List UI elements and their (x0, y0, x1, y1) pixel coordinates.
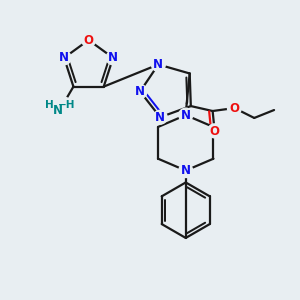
Circle shape (179, 108, 193, 122)
Circle shape (82, 33, 95, 47)
Text: −H: −H (58, 100, 75, 110)
Circle shape (179, 164, 193, 178)
Circle shape (50, 97, 74, 120)
Text: O: O (230, 101, 239, 115)
Circle shape (208, 124, 221, 138)
Text: N: N (181, 109, 191, 122)
Circle shape (227, 101, 242, 115)
Text: N: N (181, 164, 191, 177)
Text: N: N (108, 51, 118, 64)
Circle shape (153, 110, 167, 124)
Text: H: H (45, 100, 54, 110)
Text: N: N (155, 111, 165, 124)
Text: N: N (135, 85, 145, 98)
Text: O: O (84, 34, 94, 46)
Text: N: N (52, 104, 63, 117)
Circle shape (57, 51, 71, 65)
Circle shape (133, 85, 147, 98)
Circle shape (106, 51, 120, 65)
Text: O: O (210, 125, 220, 138)
Text: N: N (59, 51, 69, 64)
Circle shape (152, 58, 165, 71)
Text: N: N (153, 58, 163, 71)
